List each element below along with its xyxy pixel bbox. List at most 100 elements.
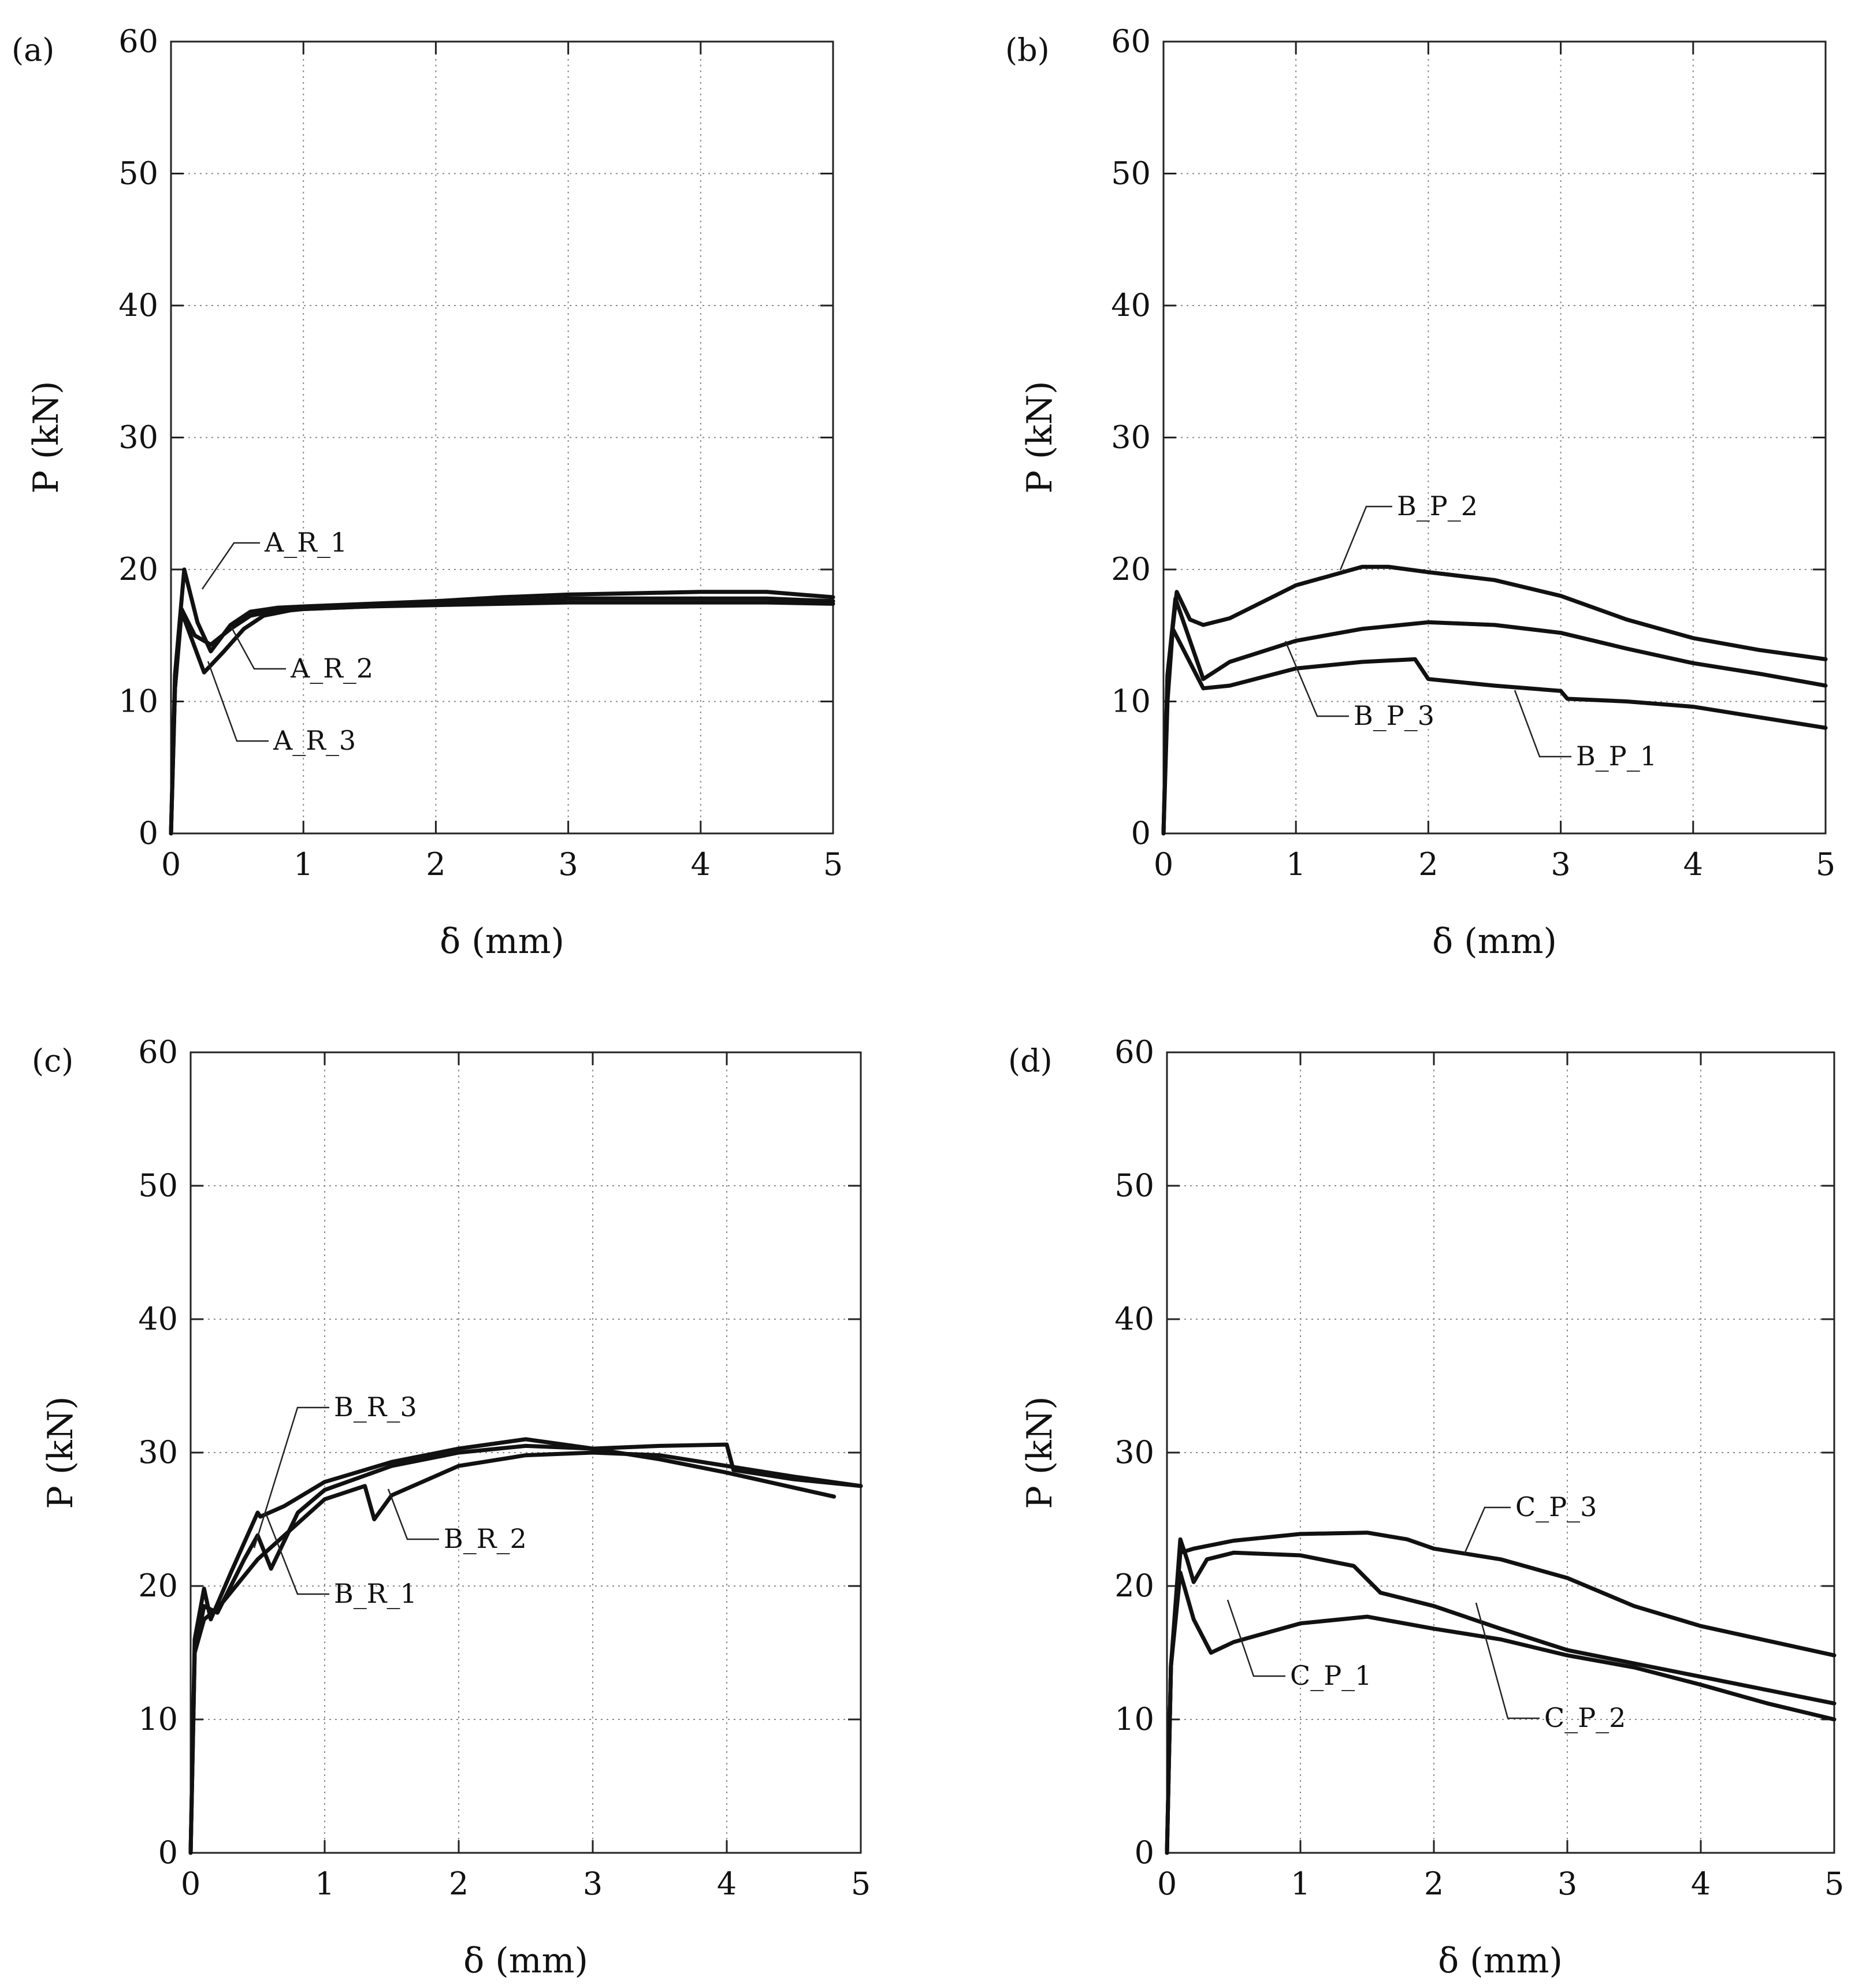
grid-b (1164, 42, 1826, 833)
grid-a (171, 42, 833, 833)
panel-label-b: (b) (1005, 32, 1050, 68)
x-tick-label: 2 (426, 846, 445, 883)
series-group-a (169, 567, 835, 836)
panel-a: (a) 0 1 2 3 4 5 0 10 20 30 40 50 60 δ (m… (12, 23, 843, 962)
series-line-a-r-2 (169, 596, 835, 836)
callout-leader (265, 1513, 329, 1595)
x-tick-label: 4 (1691, 1866, 1711, 1902)
panel-b: (b) 0 1 2 3 4 5 0 10 20 30 40 50 60 δ (m… (1005, 23, 1835, 962)
y-tick-label: 40 (138, 1301, 178, 1337)
callout-b-p-3: B_P_3 (1284, 641, 1434, 731)
panel-d: (d) 0 1 2 3 4 5 0 10 20 30 40 50 60 δ (m… (1008, 1034, 1844, 1981)
panel-c: (c) 0 1 2 3 4 5 0 10 20 30 40 50 60 δ (m… (32, 1034, 871, 1981)
x-tick-label: 3 (583, 1866, 603, 1902)
callout-b-p-1: B_P_1 (1514, 690, 1657, 772)
grid-c (191, 1052, 861, 1853)
y-tick-label: 60 (118, 23, 158, 59)
series-line-b-p-1 (1161, 627, 1828, 836)
series-group-d (1165, 1531, 1837, 1855)
callout-label: A_R_2 (290, 653, 373, 684)
y-tick-label: 10 (1114, 1701, 1154, 1737)
x-tick-label: 5 (823, 846, 843, 883)
series-group-c (188, 1437, 863, 1855)
x-tick-label: 3 (1558, 1866, 1577, 1902)
x-tick-label: 1 (1286, 846, 1306, 883)
x-tick-label: 1 (293, 846, 313, 883)
grid-d (1167, 1052, 1834, 1853)
y-tick-label: 20 (1111, 551, 1151, 587)
callout-a-r-2: A_R_2 (230, 626, 373, 684)
y-tick-label: 50 (1111, 155, 1151, 192)
callout-label: B_R_1 (334, 1578, 417, 1609)
panel-label-a: (a) (12, 32, 54, 68)
x-tick-label: 1 (315, 1866, 334, 1902)
y-tick-label: 60 (138, 1034, 178, 1070)
callout-leader (207, 661, 269, 742)
x-tick-label: 4 (1683, 846, 1703, 883)
y-tick-label: 40 (1111, 287, 1151, 323)
y-tick-label: 60 (1111, 23, 1151, 59)
x-tick-label: 1 (1291, 1866, 1310, 1902)
x-axis-title-c: δ (mm) (463, 1941, 588, 1981)
x-tick-label: 0 (181, 1866, 200, 1902)
y-tick-labels-a: 0 10 20 30 40 50 60 (118, 23, 158, 851)
series-line-a-r-3 (169, 600, 835, 836)
y-tick-label: 20 (118, 551, 158, 587)
x-tick-labels-d: 0 1 2 3 4 5 (1157, 1866, 1844, 1902)
x-tick-label: 0 (161, 846, 181, 883)
y-tick-label: 30 (138, 1434, 178, 1470)
callout-label: C_P_1 (1290, 1660, 1371, 1691)
callout-a-r-3: A_R_3 (207, 661, 356, 756)
x-axis-title-b: δ (mm) (1432, 921, 1557, 962)
series-line-b-p-3 (1161, 596, 1828, 836)
ticks-c (189, 1051, 862, 1854)
callout-leader (253, 1406, 329, 1548)
y-tick-label: 30 (1111, 419, 1151, 456)
y-axis-title-d: P (kN) (1020, 1396, 1060, 1509)
callout-leader (387, 1488, 439, 1540)
series-line-b-r-1 (188, 1442, 863, 1855)
callout-leader (1284, 641, 1349, 717)
x-tick-label: 0 (1157, 1866, 1177, 1902)
y-tick-label: 30 (1114, 1434, 1154, 1470)
y-tick-label: 0 (139, 815, 158, 851)
panel-label-d: (d) (1008, 1043, 1053, 1079)
callout-label: B_P_1 (1576, 740, 1657, 772)
callout-c-p-3: C_P_3 (1463, 1491, 1597, 1554)
x-tick-label: 3 (558, 846, 578, 883)
callout-c-p-1: C_P_1 (1226, 1599, 1371, 1691)
callout-b-r-1: B_R_1 (265, 1513, 417, 1609)
y-axis-title-b: P (kN) (1020, 381, 1060, 493)
x-tick-label: 4 (691, 846, 711, 883)
ticks-a (170, 40, 834, 835)
y-tick-label: 10 (138, 1701, 178, 1737)
y-tick-label: 0 (1131, 815, 1151, 851)
x-tick-label: 2 (1424, 1866, 1444, 1902)
y-tick-label: 40 (1114, 1301, 1154, 1337)
x-axis-title-a: δ (mm) (440, 921, 564, 962)
y-tick-labels-b: 0 10 20 30 40 50 60 (1111, 23, 1151, 851)
x-tick-labels-a: 0 1 2 3 4 5 (161, 846, 843, 883)
x-tick-label: 0 (1154, 846, 1173, 883)
callout-leader (1514, 690, 1571, 758)
y-tick-label: 0 (1135, 1834, 1154, 1871)
y-tick-labels-c: 0 10 20 30 40 50 60 (138, 1034, 178, 1871)
y-tick-label: 50 (118, 155, 158, 192)
callout-b-r-3: B_R_3 (253, 1391, 417, 1548)
callout-leader (1475, 1602, 1540, 1719)
callout-c-p-2: C_P_2 (1475, 1602, 1626, 1733)
y-tick-label: 0 (158, 1834, 178, 1871)
callout-label: C_P_2 (1544, 1702, 1626, 1733)
x-tick-label: 5 (1824, 1866, 1844, 1902)
series-line-c-p-1 (1165, 1570, 1837, 1855)
callout-leader (230, 626, 286, 670)
callout-label: B_P_3 (1354, 700, 1434, 731)
callout-leader (1339, 505, 1392, 571)
x-axis-title-d: δ (mm) (1438, 1941, 1563, 1981)
callout-label: B_R_2 (444, 1523, 527, 1554)
series-line-b-p-2 (1161, 564, 1828, 836)
x-tick-label: 2 (449, 1866, 469, 1902)
series-line-a-r-1 (169, 567, 835, 836)
callout-b-r-2: B_R_2 (387, 1488, 527, 1554)
